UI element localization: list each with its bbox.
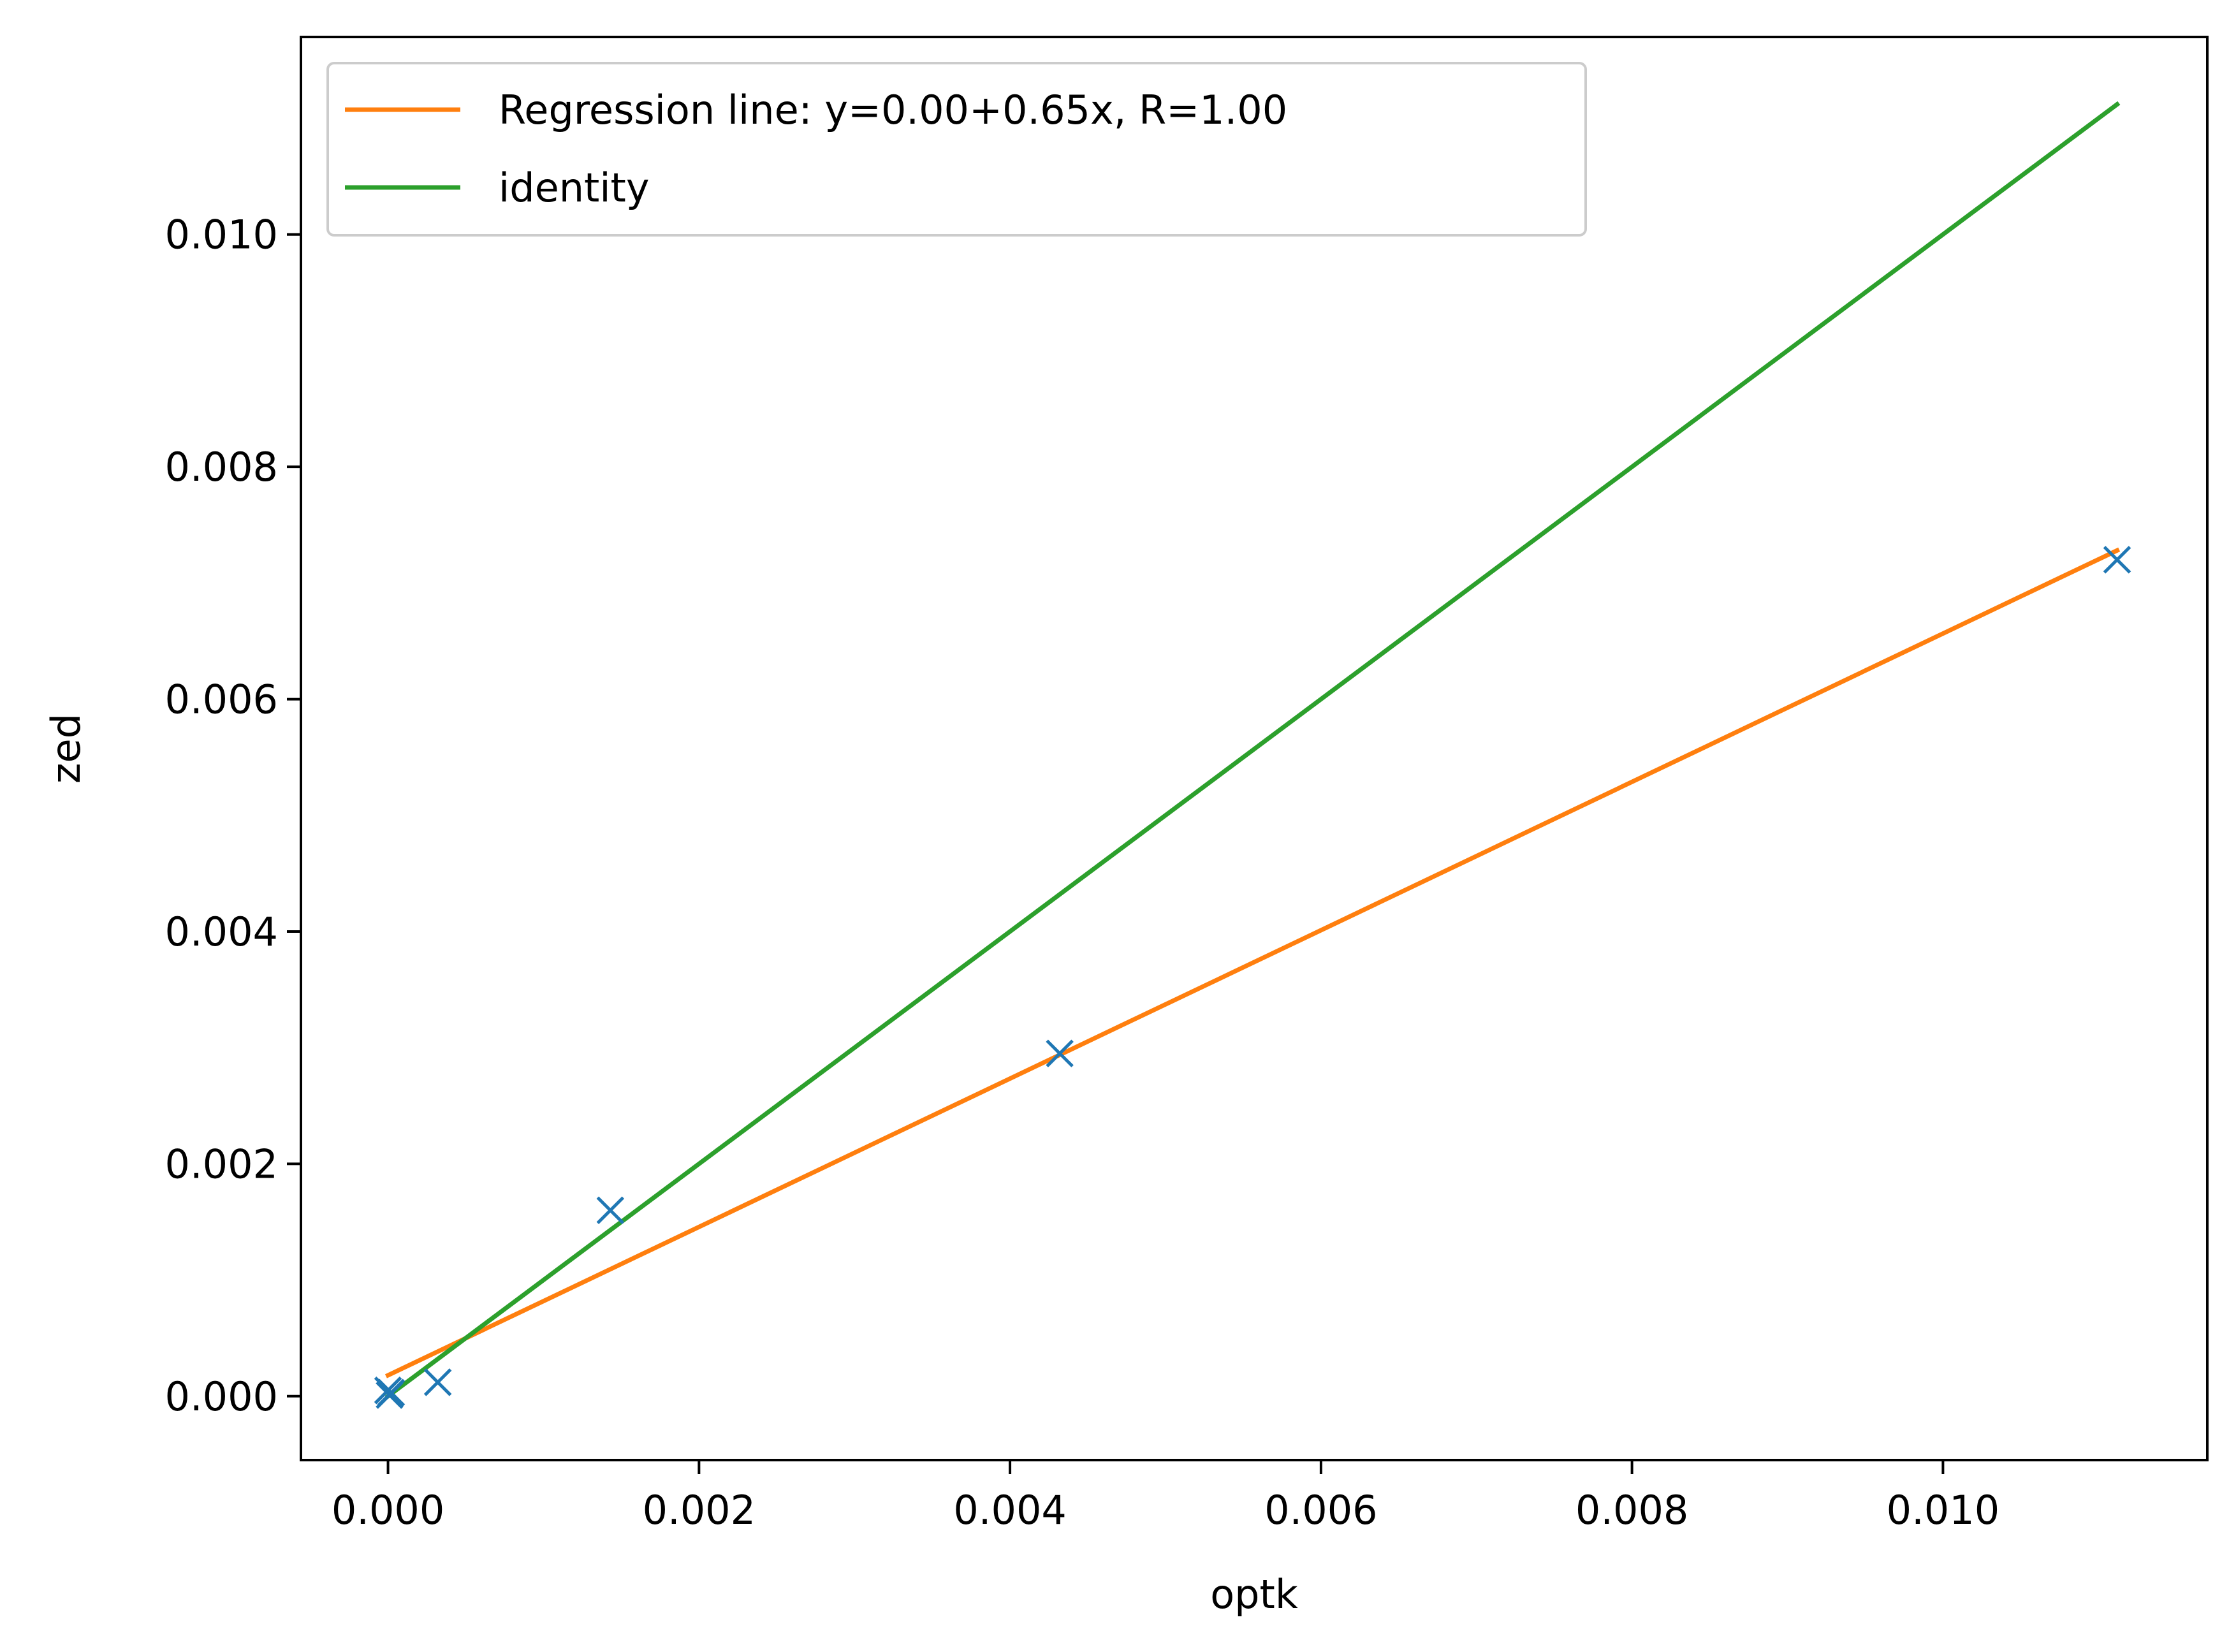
x-tick-label: 0.010 (1887, 1487, 2000, 1533)
legend-label: Regression line: y=0.00+0.65x, R=1.00 (499, 87, 1287, 133)
x-tick-label: 0.008 (1575, 1487, 1689, 1533)
x-tick-label: 0.006 (1264, 1487, 1378, 1533)
x-axis: 0.000 0.002 0.004 0.006 0.008 0.010 (332, 1460, 1999, 1533)
y-axis-label: zed (43, 713, 89, 784)
plot-area (374, 101, 2131, 1409)
scatter-point (377, 1378, 406, 1407)
scatter-point (596, 1196, 625, 1225)
legend: Regression line: y=0.00+0.65x, R=1.00 ide… (326, 62, 1587, 237)
x-tick-label: 0.004 (953, 1487, 1067, 1533)
scatter-point (423, 1368, 452, 1396)
x-axis-label: optk (1210, 1571, 1298, 1618)
scatter-point (2103, 546, 2131, 574)
x-tick-label: 0.002 (643, 1487, 756, 1533)
x-tick-label: 0.000 (332, 1487, 445, 1533)
y-axis: 0.000 0.002 0.004 0.006 0.008 0.010 (165, 212, 301, 1420)
axes-frame (300, 36, 2209, 1461)
scatter-point (1046, 1039, 1074, 1068)
y-tick-label: 0.010 (165, 212, 279, 258)
legend-frame (326, 62, 1587, 237)
y-tick-label: 0.000 (165, 1373, 279, 1420)
y-tick-label: 0.002 (165, 1141, 279, 1187)
legend-label: identity (499, 164, 650, 211)
y-tick-label: 0.008 (165, 444, 279, 490)
y-tick-label: 0.004 (165, 909, 279, 955)
series-line-regression (384, 547, 2121, 1378)
y-tick-label: 0.006 (165, 676, 279, 723)
series-line-identity (384, 101, 2121, 1400)
